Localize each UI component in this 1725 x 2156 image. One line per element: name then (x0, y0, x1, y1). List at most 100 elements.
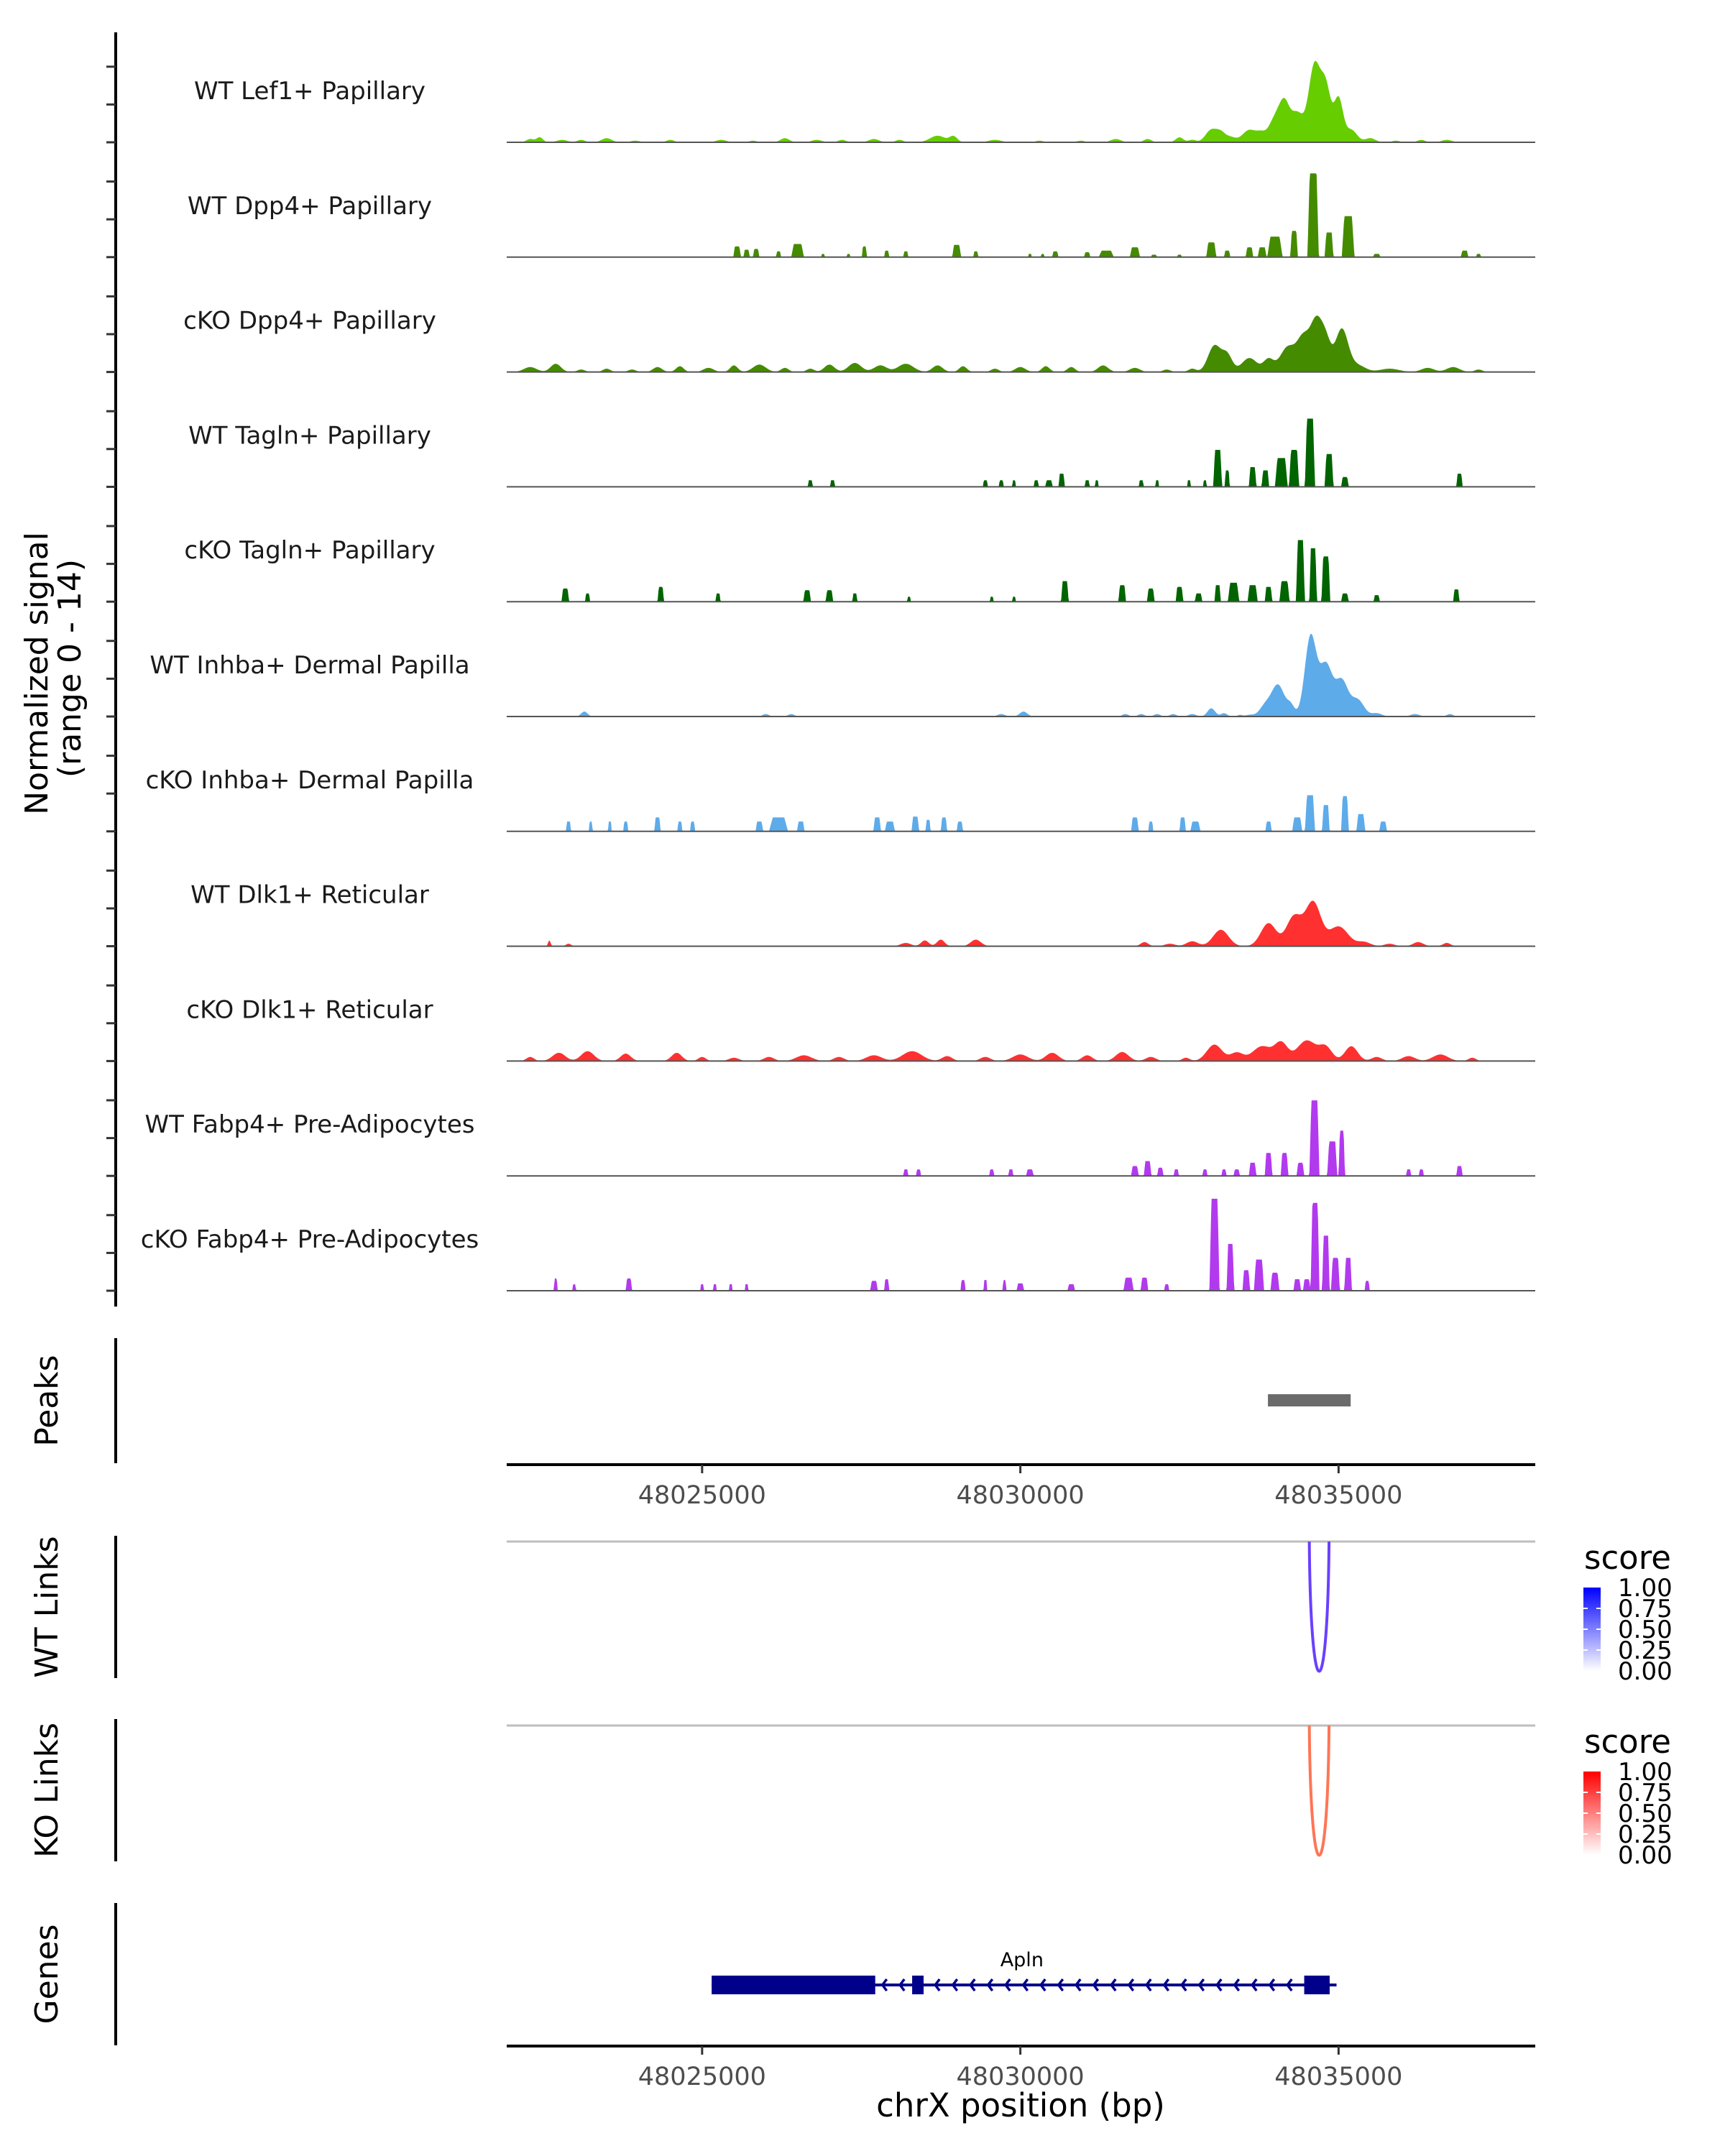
y-axis-title: Normalized signal (range 0 - 14) (19, 522, 88, 815)
strand-arrow (1215, 1978, 1223, 1992)
peak-regions (1268, 1394, 1351, 1406)
coverage-area (507, 795, 1535, 831)
strand-arrow (1162, 1978, 1170, 1992)
coverage-area (507, 173, 1535, 257)
track-label: cKO Dpp4+ Papillary (183, 307, 436, 336)
x-tick-label: 48035000 (1274, 2063, 1402, 2091)
gene-exon (912, 1976, 924, 1994)
coverage-track: WT Lef1+ Papillary (194, 60, 1535, 143)
wt-links-label: WT Links (29, 1536, 65, 1677)
gene-name: Apln (1000, 1949, 1044, 1971)
ko-links-panel: KO Links (29, 1719, 1535, 1861)
ko-score-legend: score 1.000.750.500.250.00 (1583, 1723, 1673, 1870)
track-label: WT Tagln+ Papillary (188, 421, 431, 450)
track-label: WT Fabp4+ Pre-Adipocytes (145, 1110, 475, 1139)
strand-arrow (880, 1978, 888, 1992)
coverage-track: cKO Dlk1+ Reticular (186, 995, 1535, 1062)
coverage-area (507, 1199, 1535, 1291)
coverage-track: cKO Dpp4+ Papillary (183, 307, 1535, 373)
gene-models: Apln (712, 1949, 1337, 1994)
track-label: cKO Tagln+ Papillary (184, 536, 435, 565)
coverage-tracks: WT Lef1+ Papillary WT Dpp4+ Papillary cKO … (141, 60, 1535, 1291)
legend-tick-label: 0.75 (1618, 1595, 1673, 1623)
strand-arrow (1057, 1978, 1064, 1992)
track-label: WT Inhba+ Dermal Papilla (150, 651, 469, 680)
y-axis-title-line-2: (range 0 - 14) (52, 559, 88, 778)
strand-arrow (951, 1978, 959, 1992)
coverage-track: cKO Fabp4+ Pre-Adipocytes (141, 1199, 1535, 1291)
x-tick-label: 48035000 (1274, 1481, 1402, 1510)
wt-legend-ticks: 1.000.750.500.250.00 (1583, 1574, 1673, 1686)
coverage-area (507, 1100, 1535, 1176)
strand-arrow (1039, 1978, 1046, 1992)
ko-legend-title: score (1584, 1723, 1671, 1761)
strand-arrow (1268, 1978, 1276, 1992)
strand-arrow (934, 1978, 941, 1992)
x-axis-title: chrX position (bp) (876, 2086, 1165, 2124)
coverage-area (507, 900, 1535, 946)
gene-model (712, 1976, 1337, 1994)
coverage-track: WT Fabp4+ Pre-Adipocytes (145, 1100, 1535, 1177)
strand-arrow (1075, 1978, 1082, 1992)
track-label: cKO Fabp4+ Pre-Adipocytes (141, 1225, 479, 1254)
genes-panel: Genes Apln 48025000 48030000 48035000 chrX… (29, 1903, 1535, 2124)
legend-tick-label: 1.00 (1618, 1574, 1673, 1603)
coverage-track: WT Inhba+ Dermal Papilla (150, 633, 1535, 717)
x-tick-label: 48025000 (638, 1481, 766, 1510)
strand-arrow (1092, 1978, 1100, 1992)
strand-arrow (1251, 1978, 1258, 1992)
wt-links-arcs (1307, 1541, 1331, 1673)
coverage-area (507, 633, 1535, 717)
coverage-track: WT Dpp4+ Papillary (188, 173, 1535, 258)
strand-arrow (1233, 1978, 1241, 1992)
strand-arrow (1145, 1978, 1152, 1992)
strand-arrow (1180, 1978, 1187, 1992)
track-label: WT Dpp4+ Papillary (188, 192, 432, 221)
wt-legend-title: score (1584, 1539, 1671, 1577)
gene-exon (712, 1976, 875, 1994)
wt-links-panel: WT Links (29, 1536, 1535, 1678)
legend-tick-label: 0.25 (1618, 1636, 1673, 1665)
link-arc (1307, 1725, 1331, 1857)
strand-arrow (1004, 1978, 1011, 1992)
strand-arrow (986, 1978, 994, 1992)
coverage-track: cKO Tagln+ Papillary (184, 536, 1535, 603)
coverage-track: cKO Inhba+ Dermal Papilla (146, 766, 1535, 832)
track-label: WT Lef1+ Papillary (194, 77, 426, 106)
peaks-label: Peaks (29, 1355, 65, 1446)
legend-tick-label: 0.50 (1618, 1800, 1673, 1828)
link-arc (1307, 1541, 1331, 1673)
track-label: cKO Inhba+ Dermal Papilla (146, 766, 474, 795)
wt-score-legend: score 1.000.750.500.250.00 (1583, 1539, 1673, 1686)
ko-links-label: KO Links (29, 1723, 65, 1858)
track-label: cKO Dlk1+ Reticular (186, 995, 433, 1024)
ko-legend-ticks: 1.000.750.500.250.00 (1583, 1758, 1673, 1870)
coverage-area (507, 60, 1535, 142)
x-tick-label: 48030000 (957, 1481, 1085, 1510)
y-axis-title-line-1: Normalized signal (19, 532, 55, 815)
peaks-panel: Peaks 48025000 48030000 48035000 (29, 1338, 1535, 1510)
legend-tick-label: 1.00 (1618, 1758, 1673, 1787)
legend-tick-label: 0.50 (1618, 1616, 1673, 1644)
coverage-area (507, 418, 1535, 487)
coverage-axis-ticks (106, 65, 116, 1292)
coverage-area (507, 315, 1535, 372)
strand-arrow (1127, 1978, 1135, 1992)
gene-exon (1304, 1976, 1330, 1994)
coverage-y-axis (106, 32, 117, 1307)
coverage-track: WT Tagln+ Papillary (188, 418, 1535, 488)
legend-tick-label: 0.75 (1618, 1779, 1673, 1807)
genes-label: Genes (29, 1924, 65, 2024)
strand-arrow (898, 1978, 906, 1992)
legend-tick-label: 0.00 (1618, 1841, 1673, 1870)
peak-region (1268, 1394, 1351, 1406)
x-axis-ticks-top: 48025000 48030000 48035000 (638, 1465, 1402, 1510)
ko-links-arcs (1307, 1725, 1331, 1857)
track-label: WT Dlk1+ Reticular (190, 881, 429, 910)
strand-arrow (1110, 1978, 1117, 1992)
legend-tick-label: 0.25 (1618, 1820, 1673, 1849)
strand-arrow (1286, 1978, 1293, 1992)
coverage-track: WT Dlk1+ Reticular (190, 881, 1535, 947)
strand-arrow (969, 1978, 976, 1992)
